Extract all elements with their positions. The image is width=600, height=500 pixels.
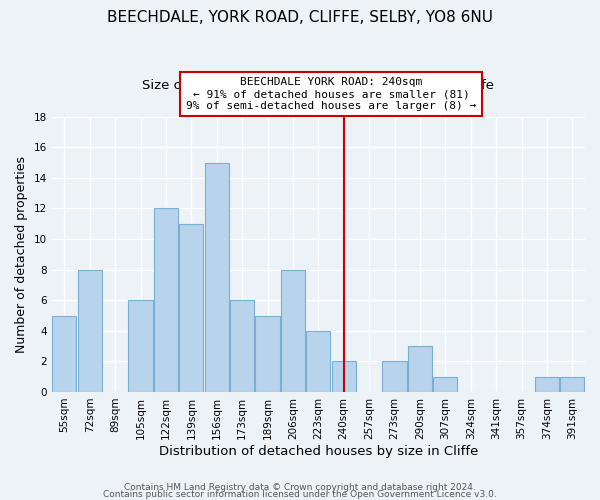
Title: Size of property relative to detached houses in Cliffe: Size of property relative to detached ho… (142, 79, 494, 92)
Bar (306, 331, 331, 392)
Bar (332, 362, 356, 392)
Bar (230, 300, 254, 392)
Bar (179, 224, 203, 392)
Bar (560, 376, 584, 392)
Text: BEECHDALE YORK ROAD: 240sqm
← 91% of detached houses are smaller (81)
9% of semi: BEECHDALE YORK ROAD: 240sqm ← 91% of det… (186, 78, 476, 110)
Bar (535, 376, 559, 392)
Text: Contains public sector information licensed under the Open Government Licence v3: Contains public sector information licen… (103, 490, 497, 499)
Text: Contains HM Land Registry data © Crown copyright and database right 2024.: Contains HM Land Registry data © Crown c… (124, 484, 476, 492)
Bar (281, 270, 305, 392)
Bar (154, 208, 178, 392)
Bar (256, 316, 280, 392)
Y-axis label: Number of detached properties: Number of detached properties (15, 156, 28, 353)
Bar (408, 346, 432, 392)
Text: BEECHDALE, YORK ROAD, CLIFFE, SELBY, YO8 6NU: BEECHDALE, YORK ROAD, CLIFFE, SELBY, YO8… (107, 10, 493, 25)
Bar (52, 316, 76, 392)
X-axis label: Distribution of detached houses by size in Cliffe: Distribution of detached houses by size … (158, 444, 478, 458)
Bar (433, 376, 457, 392)
Bar (77, 270, 102, 392)
Bar (128, 300, 152, 392)
Bar (205, 162, 229, 392)
Bar (382, 362, 407, 392)
